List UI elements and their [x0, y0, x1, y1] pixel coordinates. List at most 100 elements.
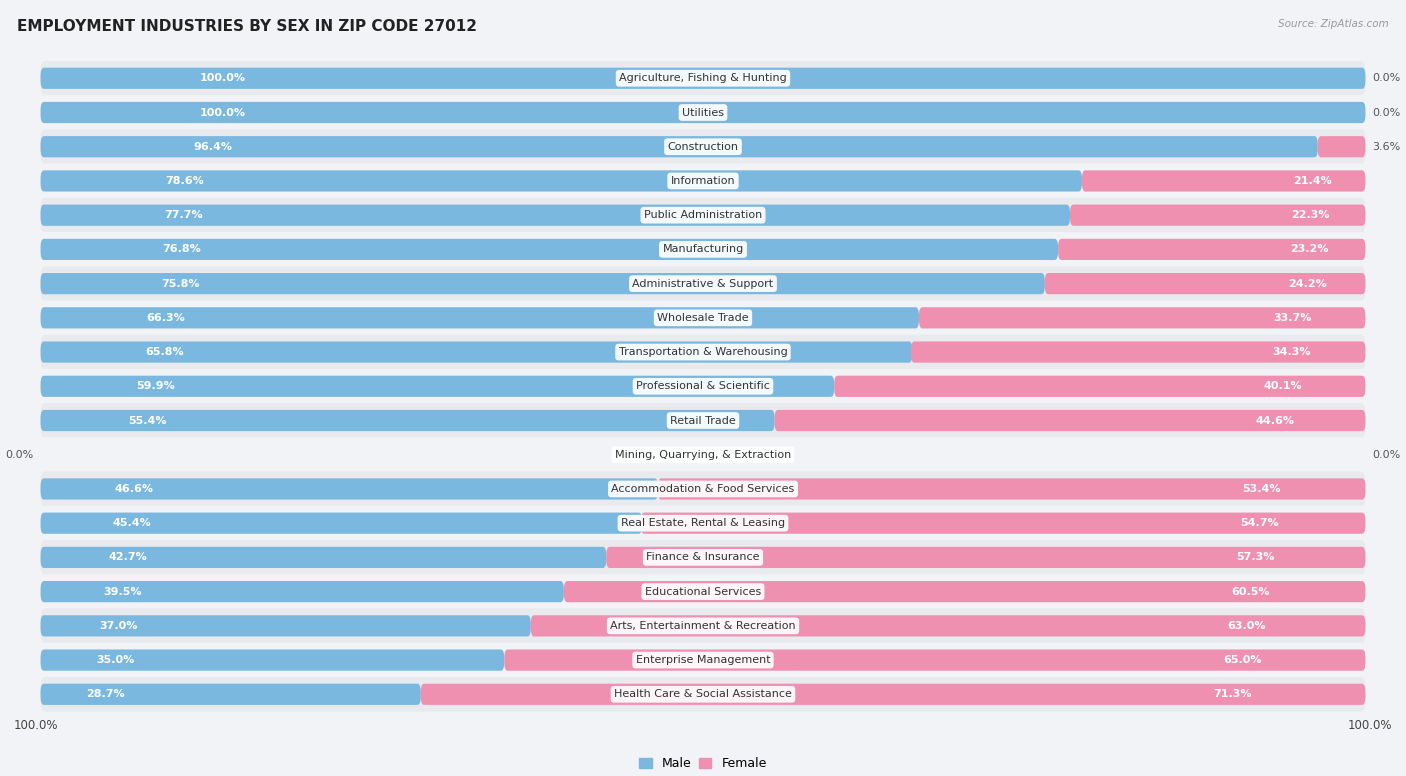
FancyBboxPatch shape [41, 273, 1045, 294]
FancyBboxPatch shape [41, 438, 1365, 472]
Text: Construction: Construction [668, 142, 738, 152]
Text: 44.6%: 44.6% [1256, 415, 1295, 425]
FancyBboxPatch shape [641, 513, 1365, 534]
Text: 0.0%: 0.0% [1372, 450, 1400, 459]
FancyBboxPatch shape [41, 136, 1317, 158]
FancyBboxPatch shape [1059, 239, 1365, 260]
FancyBboxPatch shape [41, 68, 1365, 89]
FancyBboxPatch shape [41, 581, 564, 602]
FancyBboxPatch shape [41, 61, 1365, 95]
FancyBboxPatch shape [41, 650, 505, 670]
FancyBboxPatch shape [41, 164, 1365, 199]
FancyBboxPatch shape [41, 95, 1365, 130]
FancyBboxPatch shape [41, 102, 1365, 123]
Text: Enterprise Management: Enterprise Management [636, 655, 770, 665]
FancyBboxPatch shape [41, 540, 1365, 575]
Text: 71.3%: 71.3% [1213, 689, 1253, 699]
FancyBboxPatch shape [41, 472, 1365, 507]
Text: 100.0%: 100.0% [1347, 719, 1392, 732]
Text: 37.0%: 37.0% [100, 621, 138, 631]
FancyBboxPatch shape [41, 205, 1070, 226]
FancyBboxPatch shape [1083, 171, 1365, 192]
FancyBboxPatch shape [920, 307, 1365, 328]
FancyBboxPatch shape [41, 513, 643, 534]
Text: 23.2%: 23.2% [1291, 244, 1329, 255]
Text: 65.8%: 65.8% [145, 347, 184, 357]
Text: 0.0%: 0.0% [6, 450, 34, 459]
FancyBboxPatch shape [420, 684, 1365, 705]
Text: Administrative & Support: Administrative & Support [633, 279, 773, 289]
Text: 0.0%: 0.0% [1372, 108, 1400, 117]
Text: 39.5%: 39.5% [104, 587, 142, 597]
FancyBboxPatch shape [41, 410, 775, 431]
Text: Arts, Entertainment & Recreation: Arts, Entertainment & Recreation [610, 621, 796, 631]
Text: 76.8%: 76.8% [163, 244, 201, 255]
Text: 96.4%: 96.4% [194, 142, 233, 152]
Text: 78.6%: 78.6% [166, 176, 204, 186]
FancyBboxPatch shape [41, 341, 912, 362]
Text: 100.0%: 100.0% [200, 108, 246, 117]
Text: 0.0%: 0.0% [1372, 73, 1400, 83]
FancyBboxPatch shape [1070, 205, 1365, 226]
FancyBboxPatch shape [41, 307, 920, 328]
Text: 75.8%: 75.8% [162, 279, 200, 289]
Text: 100.0%: 100.0% [14, 719, 59, 732]
FancyBboxPatch shape [658, 478, 1365, 500]
FancyBboxPatch shape [41, 403, 1365, 438]
Text: 28.7%: 28.7% [86, 689, 125, 699]
Text: 3.6%: 3.6% [1372, 142, 1400, 152]
FancyBboxPatch shape [775, 410, 1365, 431]
Text: 40.1%: 40.1% [1263, 381, 1302, 391]
FancyBboxPatch shape [911, 341, 1365, 362]
Text: 33.7%: 33.7% [1274, 313, 1312, 323]
FancyBboxPatch shape [606, 547, 1365, 568]
FancyBboxPatch shape [41, 334, 1365, 369]
Text: 54.7%: 54.7% [1240, 518, 1278, 528]
Text: 35.0%: 35.0% [96, 655, 135, 665]
FancyBboxPatch shape [564, 581, 1365, 602]
FancyBboxPatch shape [41, 239, 1059, 260]
Text: Agriculture, Fishing & Hunting: Agriculture, Fishing & Hunting [619, 73, 787, 83]
Text: 53.4%: 53.4% [1241, 484, 1281, 494]
FancyBboxPatch shape [41, 684, 420, 705]
Text: Manufacturing: Manufacturing [662, 244, 744, 255]
Text: 77.7%: 77.7% [165, 210, 202, 220]
FancyBboxPatch shape [41, 300, 1365, 335]
FancyBboxPatch shape [41, 643, 1365, 677]
FancyBboxPatch shape [531, 615, 1365, 636]
Text: Mining, Quarrying, & Extraction: Mining, Quarrying, & Extraction [614, 450, 792, 459]
Text: Public Administration: Public Administration [644, 210, 762, 220]
Text: 63.0%: 63.0% [1227, 621, 1265, 631]
Text: Educational Services: Educational Services [645, 587, 761, 597]
Text: 45.4%: 45.4% [112, 518, 152, 528]
Text: Source: ZipAtlas.com: Source: ZipAtlas.com [1278, 19, 1389, 29]
FancyBboxPatch shape [41, 615, 531, 636]
FancyBboxPatch shape [41, 478, 658, 500]
Text: 60.5%: 60.5% [1230, 587, 1270, 597]
Text: Utilities: Utilities [682, 108, 724, 117]
Text: Health Care & Social Assistance: Health Care & Social Assistance [614, 689, 792, 699]
FancyBboxPatch shape [41, 574, 1365, 609]
FancyBboxPatch shape [1317, 136, 1365, 158]
FancyBboxPatch shape [41, 171, 1083, 192]
FancyBboxPatch shape [41, 232, 1365, 267]
Text: 46.6%: 46.6% [115, 484, 153, 494]
Text: 65.0%: 65.0% [1223, 655, 1263, 665]
FancyBboxPatch shape [41, 506, 1365, 541]
Text: Information: Information [671, 176, 735, 186]
Text: 21.4%: 21.4% [1292, 176, 1331, 186]
FancyBboxPatch shape [1045, 273, 1365, 294]
Text: Professional & Scientific: Professional & Scientific [636, 381, 770, 391]
Text: 100.0%: 100.0% [200, 73, 246, 83]
Text: 24.2%: 24.2% [1288, 279, 1327, 289]
Text: 57.3%: 57.3% [1236, 553, 1274, 563]
Text: 55.4%: 55.4% [128, 415, 167, 425]
FancyBboxPatch shape [41, 369, 1365, 404]
Text: Finance & Insurance: Finance & Insurance [647, 553, 759, 563]
Text: 42.7%: 42.7% [108, 553, 148, 563]
FancyBboxPatch shape [41, 198, 1365, 233]
FancyBboxPatch shape [41, 376, 834, 397]
Text: Real Estate, Rental & Leasing: Real Estate, Rental & Leasing [621, 518, 785, 528]
FancyBboxPatch shape [41, 130, 1365, 165]
Text: 66.3%: 66.3% [146, 313, 184, 323]
